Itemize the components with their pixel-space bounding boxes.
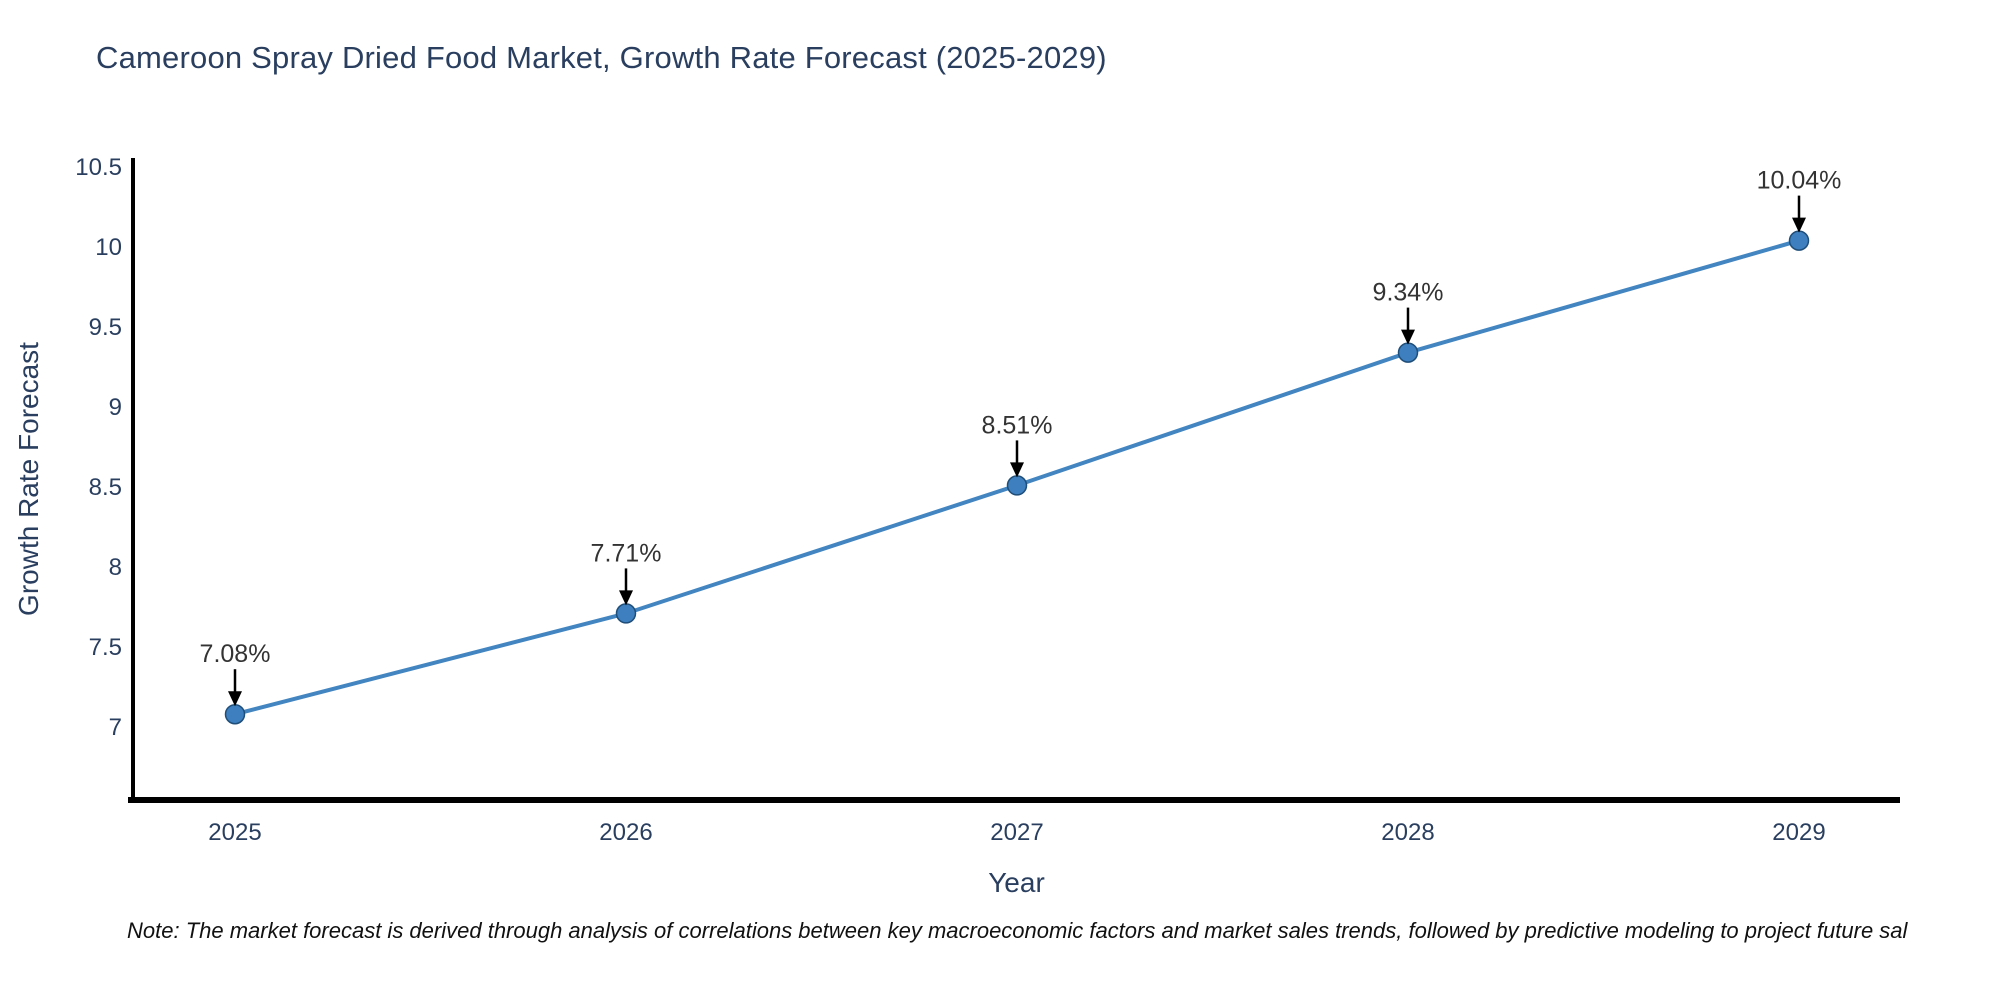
y-tick-label: 8.5 bbox=[89, 474, 122, 501]
x-tick-label: 2028 bbox=[1381, 819, 1434, 846]
x-tick-label: 2026 bbox=[599, 819, 652, 846]
data-point-label: 8.51% bbox=[982, 411, 1053, 439]
x-axis-title: Year bbox=[988, 867, 1045, 898]
y-tick-label: 9.5 bbox=[89, 314, 122, 341]
data-point-marker bbox=[224, 703, 246, 725]
y-tick-label: 7.5 bbox=[89, 634, 122, 661]
y-tick-label: 10 bbox=[95, 234, 122, 261]
data-point-label: 7.08% bbox=[200, 640, 271, 668]
data-point-marker bbox=[1788, 230, 1810, 251]
footnote: Note: The market forecast is derived thr… bbox=[127, 918, 1908, 943]
data-point-marker bbox=[1397, 342, 1419, 363]
x-tick-label: 2027 bbox=[990, 819, 1043, 846]
y-tick-label: 9 bbox=[109, 394, 122, 421]
annotation-arrowhead-icon bbox=[619, 590, 633, 606]
data-point-label: 10.04% bbox=[1757, 167, 1842, 195]
y-tick-label: 10.5 bbox=[75, 154, 122, 181]
data-point-marker bbox=[1006, 475, 1028, 496]
x-tick-label: 2025 bbox=[208, 819, 261, 846]
y-tick-label: 8 bbox=[109, 554, 122, 581]
annotation-arrowhead-icon bbox=[1010, 462, 1024, 478]
chart-title: Cameroon Spray Dried Food Market, Growth… bbox=[96, 40, 1107, 75]
annotation-arrowhead-icon bbox=[1792, 217, 1806, 233]
data-point-marker bbox=[615, 603, 637, 624]
data-point-label: 7.71% bbox=[591, 539, 662, 567]
x-tick-label: 2029 bbox=[1772, 819, 1825, 846]
y-axis-title: Growth Rate Forecast bbox=[13, 342, 44, 616]
annotation-arrowhead-icon bbox=[228, 691, 242, 707]
data-point-label: 9.34% bbox=[1373, 279, 1444, 307]
y-tick-label: 7 bbox=[109, 714, 122, 741]
annotation-arrowhead-icon bbox=[1401, 329, 1415, 345]
